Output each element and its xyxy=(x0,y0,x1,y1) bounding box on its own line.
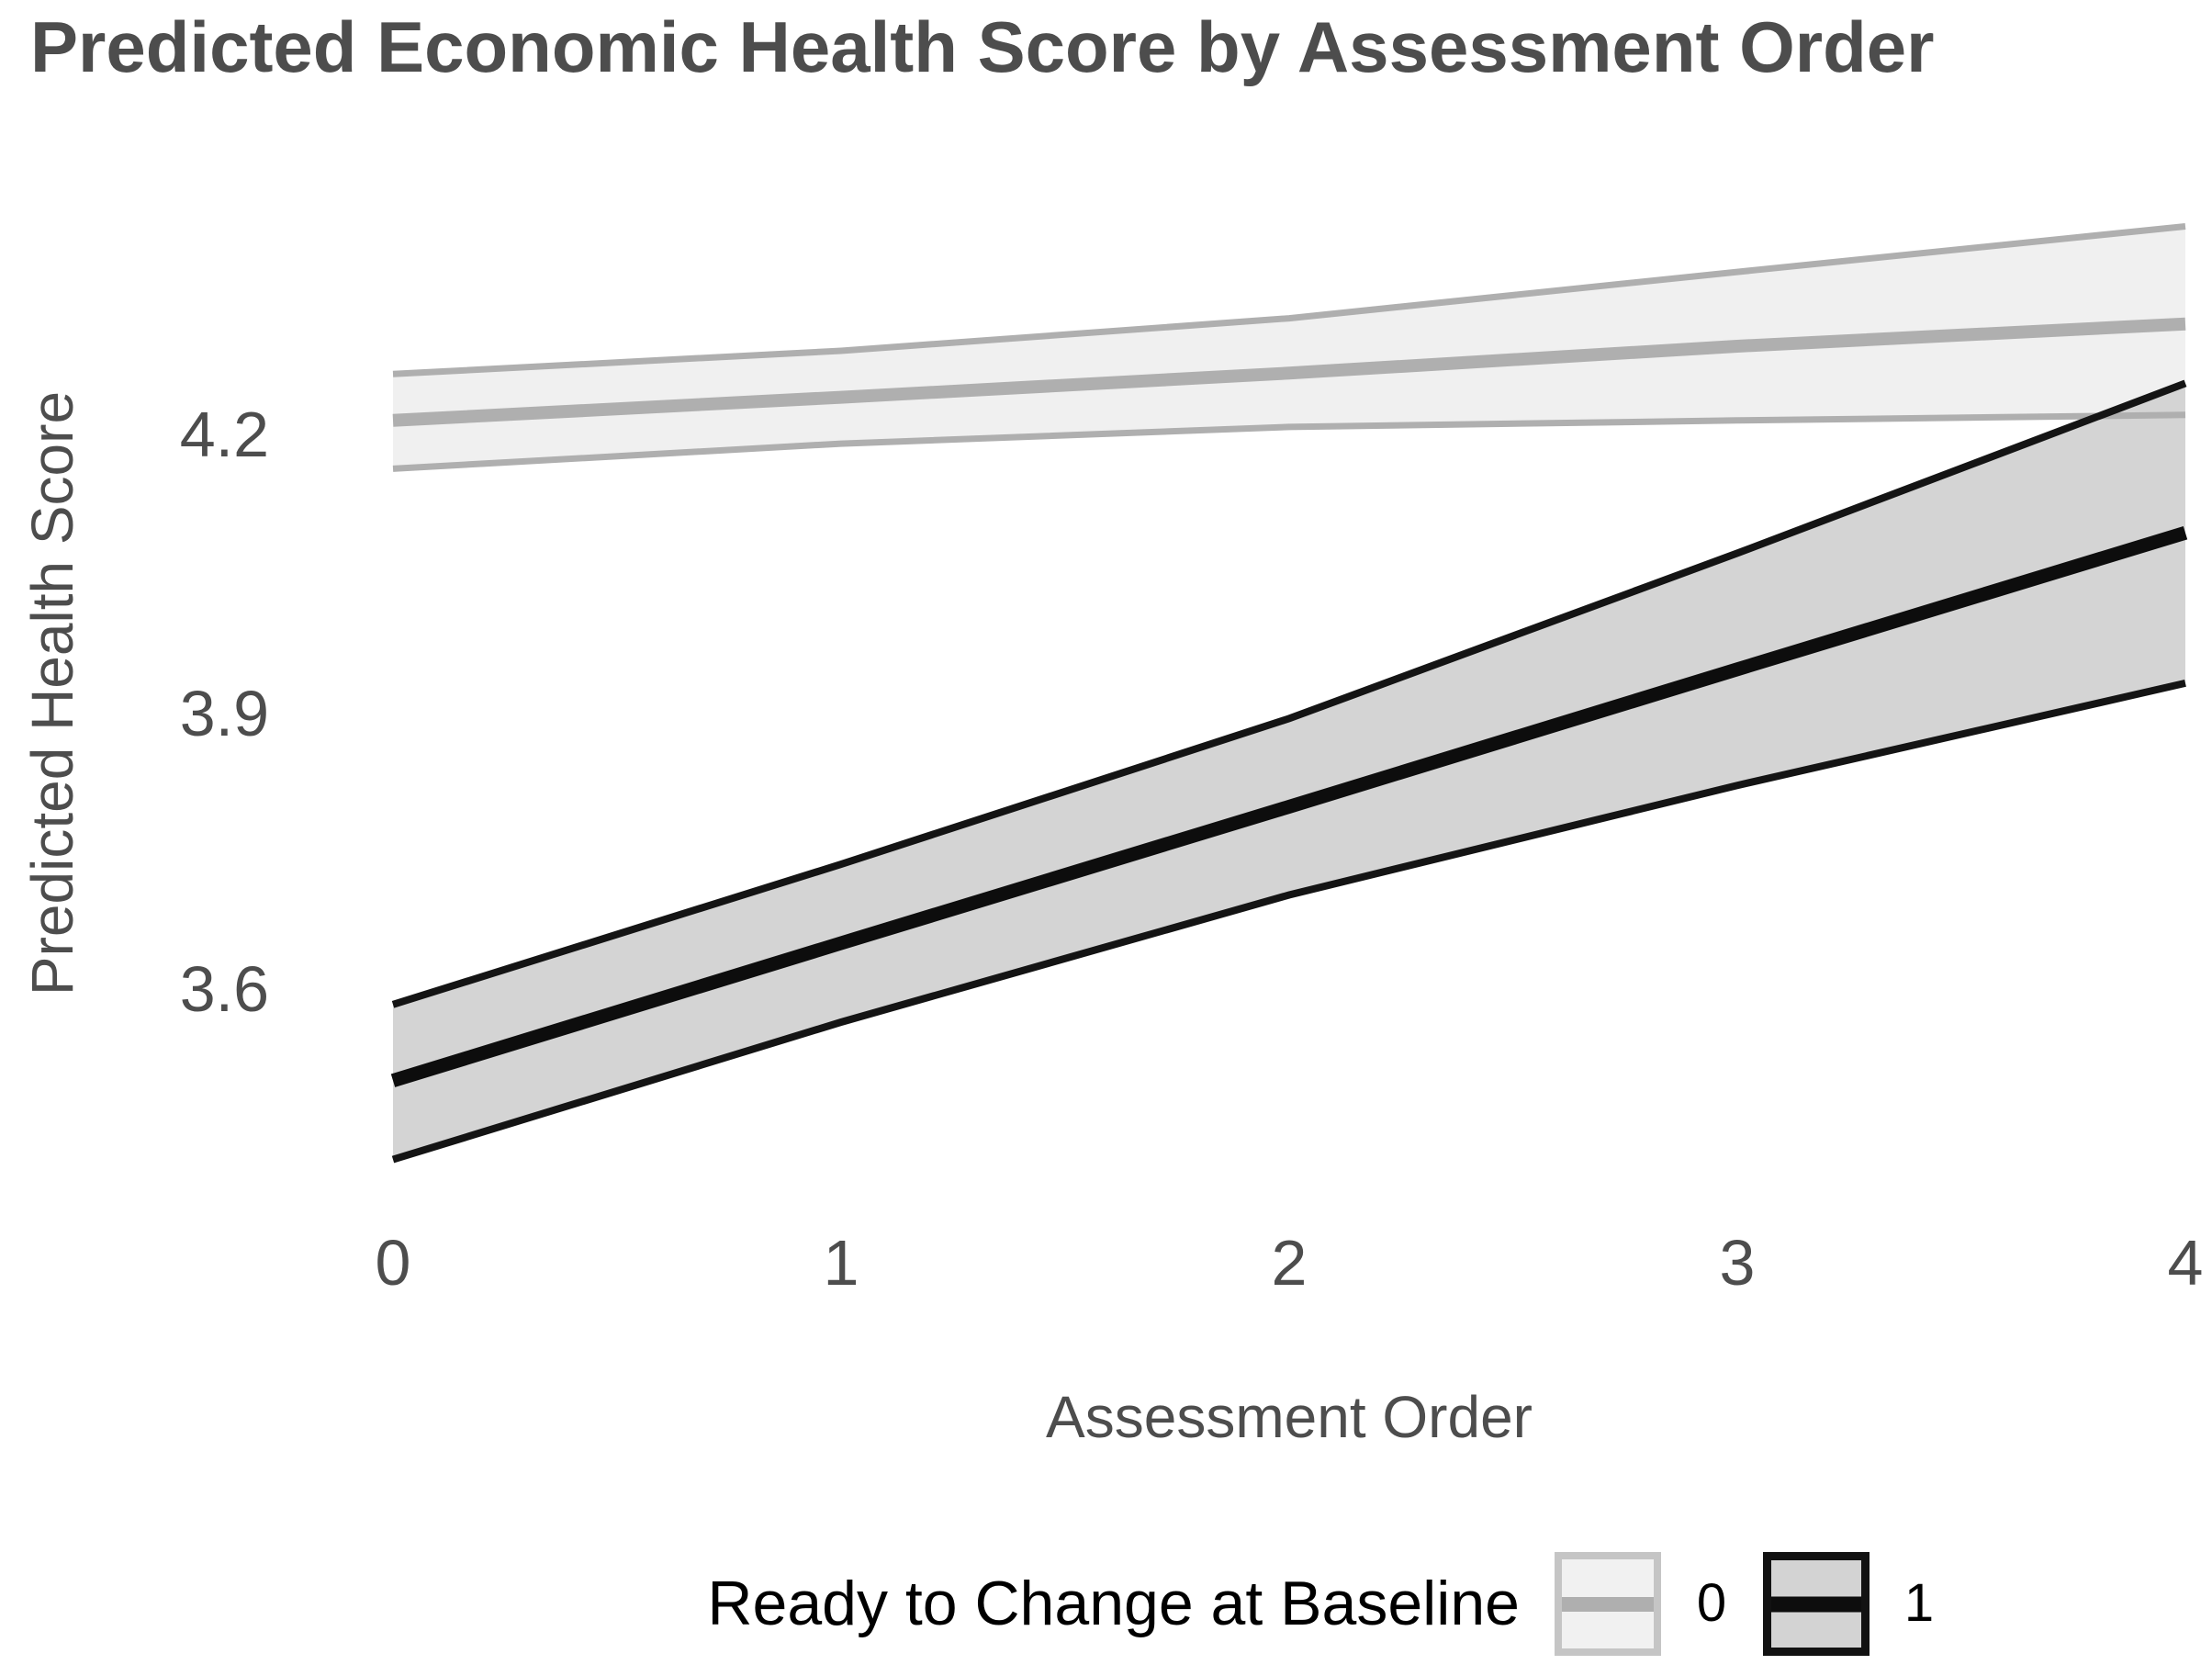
x-axis-title: Assessment Order xyxy=(1046,1384,1533,1450)
y-tick-4-2: 4.2 xyxy=(179,399,269,470)
legend-label-1: 1 xyxy=(1903,1573,1935,1633)
x-tick-2: 2 xyxy=(1271,1227,1308,1299)
ci-lower-border-series-0 xyxy=(392,411,2186,472)
ci-upper-border-series-0 xyxy=(392,223,2186,377)
legend-title: Ready to Change at Baseline xyxy=(707,1569,1520,1638)
ci-lower-border-series-1 xyxy=(391,680,2186,1164)
trend-line-series-0 xyxy=(392,317,2186,427)
ci-ribbon-series-1 xyxy=(393,383,2185,1160)
legend-key-1-line-icon xyxy=(1771,1596,1861,1612)
trend-line-series-1 xyxy=(390,526,2188,1087)
legend-label-0: 0 xyxy=(1696,1573,1727,1633)
legend-key-0-line-icon xyxy=(1562,1596,1654,1612)
legend-key-0 xyxy=(1555,1552,1661,1656)
x-tick-1: 1 xyxy=(823,1227,859,1299)
x-tick-0: 0 xyxy=(375,1227,411,1299)
chart-title: Predicted Economic Health Score by Asses… xyxy=(30,6,1935,87)
y-tick-3-9: 3.9 xyxy=(179,678,269,749)
y-axis-title: Predicted Health Score xyxy=(19,390,85,996)
y-tick-3-6: 3.6 xyxy=(179,953,269,1025)
legend-key-1 xyxy=(1763,1552,1870,1656)
ci-ribbon-series-0 xyxy=(393,226,2185,469)
x-tick-3: 3 xyxy=(1719,1227,1756,1299)
ci-upper-border-series-1 xyxy=(391,379,2187,1008)
x-tick-4: 4 xyxy=(2167,1227,2204,1299)
